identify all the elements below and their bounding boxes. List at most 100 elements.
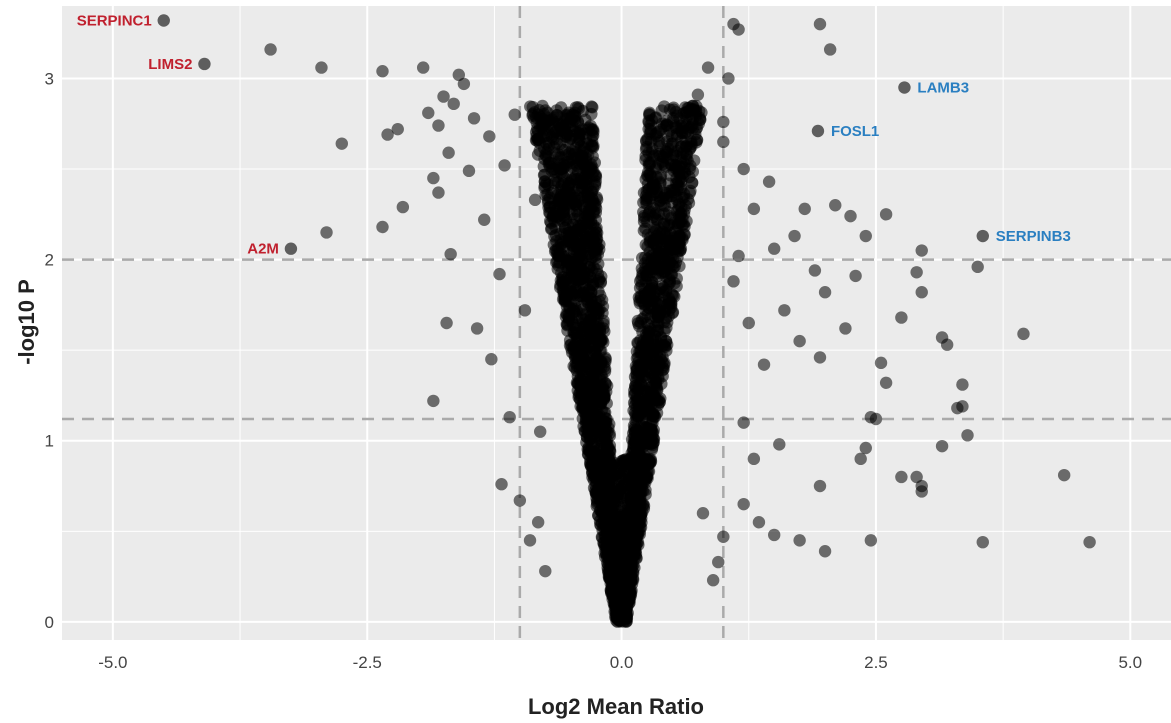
x-axis-title: Log2 Mean Ratio bbox=[528, 694, 704, 719]
data-point bbox=[854, 452, 867, 466]
data-point bbox=[537, 107, 551, 121]
data-point bbox=[793, 334, 806, 348]
data-point bbox=[747, 452, 761, 466]
data-point bbox=[432, 119, 445, 132]
data-point bbox=[585, 107, 598, 121]
data-point bbox=[940, 338, 954, 351]
data-point bbox=[427, 171, 440, 185]
data-point bbox=[599, 430, 612, 443]
data-point bbox=[631, 497, 645, 510]
data-point bbox=[427, 394, 440, 408]
data-point bbox=[956, 378, 969, 391]
data-point bbox=[568, 299, 581, 312]
data-point bbox=[712, 555, 725, 569]
data-point bbox=[620, 572, 633, 585]
data-point bbox=[584, 447, 598, 460]
data-point bbox=[648, 392, 661, 405]
data-point bbox=[747, 202, 761, 216]
data-point bbox=[590, 226, 604, 240]
data-point bbox=[669, 159, 683, 172]
data-point bbox=[849, 269, 862, 283]
data-point bbox=[813, 479, 827, 493]
data-point bbox=[568, 195, 582, 208]
data-point bbox=[503, 410, 516, 424]
labeled-data-point bbox=[284, 242, 298, 255]
data-point bbox=[717, 135, 730, 149]
data-point bbox=[660, 321, 673, 335]
data-point bbox=[637, 335, 650, 348]
data-point bbox=[581, 190, 595, 203]
x-tick-label: -5.0 bbox=[98, 653, 127, 672]
data-point bbox=[673, 210, 686, 223]
data-point bbox=[829, 199, 842, 212]
data-point bbox=[788, 229, 801, 243]
data-point bbox=[646, 369, 660, 382]
labeled-points: SERPINC1 LIMS2 A2M LAMB3 FOSL1 SERPINB3 bbox=[77, 12, 1071, 257]
data-point bbox=[652, 136, 665, 150]
data-point bbox=[554, 281, 567, 294]
data-point bbox=[818, 545, 832, 558]
data-point bbox=[879, 376, 893, 389]
data-point bbox=[773, 438, 786, 451]
data-point bbox=[577, 286, 590, 299]
data-point bbox=[686, 99, 699, 113]
data-point bbox=[895, 470, 908, 484]
data-point bbox=[732, 249, 745, 263]
data-point bbox=[493, 267, 506, 281]
y-tick-label: 1 bbox=[45, 432, 54, 451]
data-point bbox=[762, 175, 776, 188]
data-point bbox=[670, 280, 683, 293]
data-point bbox=[457, 77, 471, 91]
labeled-data-point bbox=[198, 57, 211, 71]
data-point bbox=[844, 209, 857, 223]
data-point bbox=[611, 596, 624, 609]
data-point bbox=[737, 416, 750, 429]
data-point bbox=[559, 112, 572, 125]
data-point bbox=[742, 316, 755, 330]
data-point bbox=[633, 319, 646, 333]
data-point bbox=[1057, 468, 1071, 482]
data-point bbox=[597, 469, 610, 482]
data-point bbox=[550, 210, 564, 224]
data-point bbox=[462, 164, 476, 178]
gene-label: A2M bbox=[247, 241, 279, 258]
data-point bbox=[646, 199, 659, 212]
data-point bbox=[381, 128, 394, 141]
data-point bbox=[727, 275, 740, 288]
data-point bbox=[628, 436, 642, 449]
data-point bbox=[915, 286, 928, 299]
data-point bbox=[578, 206, 592, 219]
data-point bbox=[447, 97, 460, 111]
data-point bbox=[717, 530, 730, 543]
data-point bbox=[485, 353, 498, 366]
data-point bbox=[613, 484, 627, 498]
data-point bbox=[1017, 327, 1030, 341]
data-point bbox=[625, 524, 639, 538]
data-point bbox=[971, 260, 984, 274]
data-point bbox=[586, 275, 599, 288]
data-point bbox=[635, 251, 649, 265]
data-point bbox=[910, 266, 923, 279]
data-point bbox=[670, 193, 683, 206]
data-point bbox=[584, 119, 597, 132]
data-point bbox=[696, 507, 710, 520]
data-point bbox=[396, 200, 410, 214]
data-point bbox=[839, 322, 852, 335]
data-point bbox=[538, 152, 551, 166]
data-point bbox=[548, 230, 561, 243]
labeled-data-point bbox=[898, 81, 911, 94]
data-point bbox=[614, 513, 627, 527]
labeled-data-point bbox=[976, 229, 989, 243]
x-tick-label: 2.5 bbox=[864, 653, 888, 672]
data-point bbox=[701, 61, 715, 74]
data-point bbox=[587, 139, 600, 153]
data-point bbox=[592, 358, 605, 371]
data-point bbox=[582, 315, 596, 329]
data-point bbox=[552, 193, 566, 207]
data-point bbox=[813, 17, 827, 31]
data-point bbox=[808, 264, 822, 277]
gene-label: SERPINB3 bbox=[996, 228, 1071, 245]
data-point bbox=[376, 65, 389, 78]
data-point bbox=[621, 587, 634, 600]
